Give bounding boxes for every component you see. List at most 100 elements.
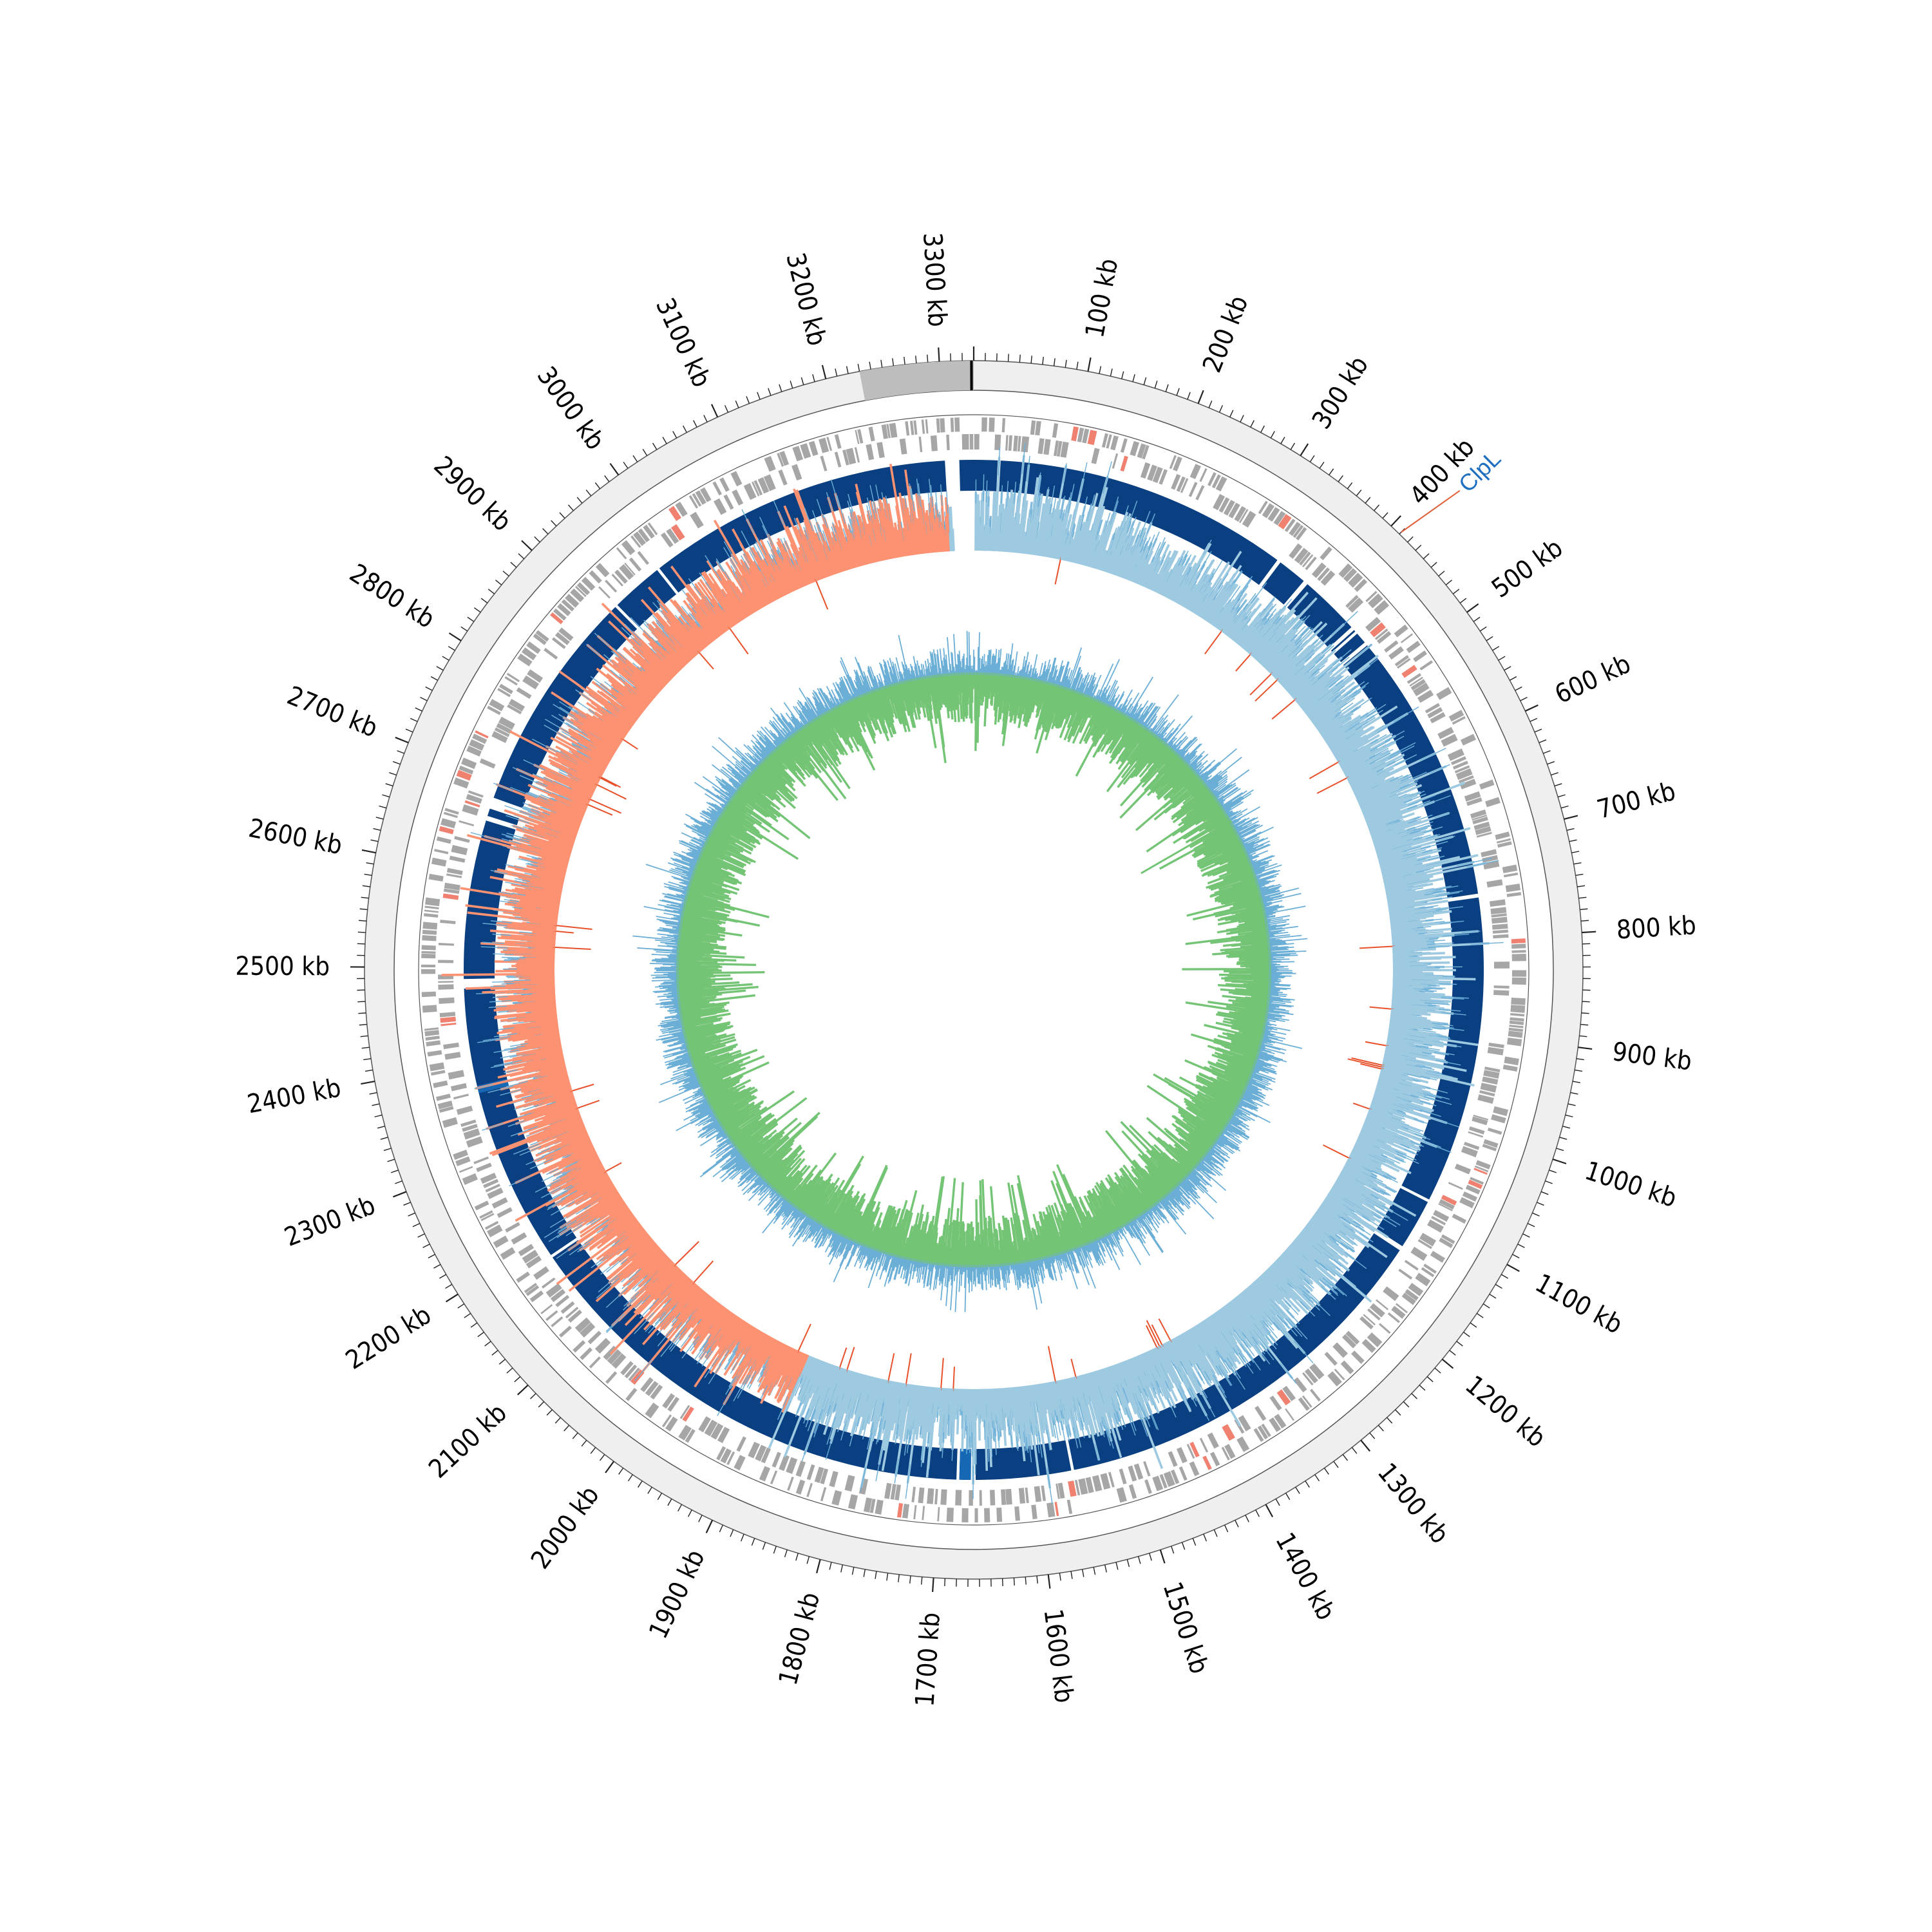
gene-feature <box>491 1197 508 1209</box>
gene-feature <box>1278 514 1292 530</box>
gene-feature <box>1506 1037 1522 1046</box>
gene-feature <box>1159 469 1168 485</box>
gene-feature <box>1463 1141 1480 1150</box>
gene-feature <box>421 953 436 959</box>
gene-feature <box>1082 428 1090 444</box>
gene-feature <box>438 942 455 946</box>
gene-feature <box>704 1419 718 1437</box>
gene-feature <box>1338 563 1353 578</box>
gene-feature <box>1043 439 1051 455</box>
gene-feature <box>1475 826 1492 835</box>
skew-outline <box>490 869 508 875</box>
minor-tick <box>1351 1447 1358 1454</box>
blast-ring-gap <box>1446 893 1480 902</box>
minor-tick <box>1456 1341 1463 1347</box>
gene-feature <box>1474 1165 1489 1173</box>
gene-feature <box>446 867 463 875</box>
gene-feature <box>439 1012 456 1018</box>
skew-outline <box>813 1408 823 1434</box>
gene-feature <box>1068 1480 1077 1497</box>
minor-tick <box>627 1474 633 1482</box>
gene-feature <box>504 676 518 686</box>
skew-outline <box>1116 1390 1122 1406</box>
gene-feature <box>1008 435 1013 451</box>
gene-feature <box>487 705 501 715</box>
gene-feature <box>857 429 864 444</box>
skew-outline <box>511 906 523 909</box>
minor-tick <box>724 405 729 413</box>
minor-tick <box>1365 497 1371 504</box>
gene-feature <box>757 477 770 494</box>
skew-spike <box>603 1162 622 1173</box>
skew-outline <box>1215 1365 1224 1378</box>
gene-feature <box>1304 1368 1318 1384</box>
skew-outline <box>676 1321 683 1330</box>
gene-feature <box>1493 1106 1509 1117</box>
skew-outline <box>524 806 541 813</box>
gene-feature <box>1341 1334 1357 1349</box>
skew-outline <box>699 1334 712 1352</box>
gene-feature <box>1180 478 1189 493</box>
skew-outline <box>1026 455 1030 482</box>
gene-feature <box>930 435 938 451</box>
gene-feature <box>927 1488 934 1504</box>
skew-outline <box>530 784 552 794</box>
skew-outline <box>500 900 518 904</box>
minor-tick <box>393 761 401 765</box>
minor-tick <box>480 598 488 603</box>
gene-feature <box>1001 418 1006 433</box>
tick-marks <box>350 346 1596 1592</box>
gene-feature <box>913 420 918 435</box>
minor-tick <box>1270 431 1275 439</box>
gene-feature <box>895 1484 901 1501</box>
gene-feature <box>670 524 685 541</box>
gene-feature <box>1302 1395 1312 1408</box>
skew-outline <box>1186 566 1193 576</box>
gene-feature <box>1242 511 1256 528</box>
gene-feature <box>819 437 829 453</box>
minor-tick <box>1154 381 1158 388</box>
minor-tick <box>412 1223 421 1227</box>
major-tick <box>361 1080 375 1085</box>
gene-feature <box>1470 1177 1484 1185</box>
skew-outline <box>1410 1141 1425 1148</box>
skew-outline <box>1290 625 1306 642</box>
minor-tick <box>390 1170 399 1173</box>
gene-feature <box>421 969 436 974</box>
tick-label: 2800 kb <box>345 558 440 634</box>
skew-outline <box>718 1349 730 1367</box>
skew-outline <box>1177 1388 1187 1406</box>
gene-feature <box>624 562 636 576</box>
gene-feature <box>1493 934 1509 939</box>
gene-feature <box>605 1371 618 1384</box>
gene-feature <box>605 580 618 593</box>
skew-outline <box>509 1043 529 1047</box>
minor-tick <box>1576 1058 1584 1061</box>
gene-feature <box>1465 1184 1481 1195</box>
minor-tick <box>365 1069 373 1072</box>
minor-tick <box>1582 943 1591 945</box>
skew-outline <box>1331 694 1341 703</box>
skew-outline <box>1422 847 1443 853</box>
minor-tick <box>510 562 517 568</box>
gene-feature <box>1511 943 1526 949</box>
minor-tick <box>623 461 629 469</box>
skew-outline <box>1037 472 1041 491</box>
skew-spike <box>887 1353 895 1383</box>
skew-outline <box>1164 1381 1171 1392</box>
gene-feature <box>558 627 574 641</box>
skew-outline <box>509 1175 531 1187</box>
gene-feature <box>1413 650 1427 663</box>
skew-outline <box>1125 1407 1136 1436</box>
skew-outline <box>513 980 531 981</box>
minor-tick <box>564 1425 570 1432</box>
skew-spike <box>1047 1346 1057 1384</box>
skew-outline <box>1100 1422 1105 1437</box>
skew-outline <box>1143 1388 1150 1401</box>
minor-tick <box>1213 1529 1218 1537</box>
gene-feature <box>1014 1506 1021 1521</box>
gene-feature <box>955 1490 962 1506</box>
minor-tick <box>773 1546 777 1554</box>
gene-feature <box>1071 426 1079 442</box>
gene-feature <box>1448 710 1464 722</box>
